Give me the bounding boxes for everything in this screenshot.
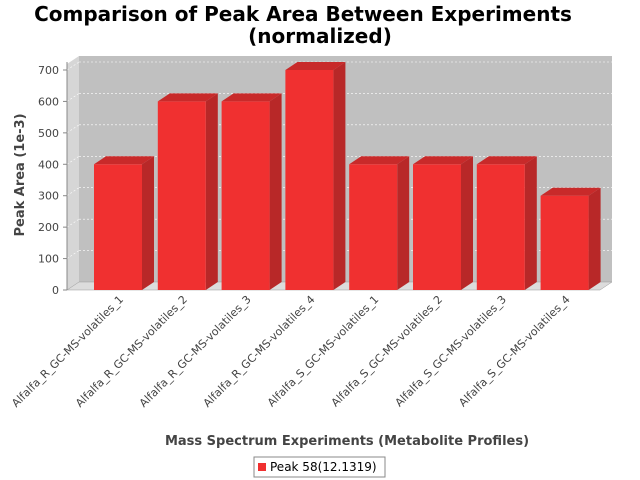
bar (349, 156, 410, 290)
bar (540, 187, 601, 290)
grid-line-wall (66, 187, 80, 196)
bar-front (221, 101, 270, 290)
bar-front (285, 70, 334, 290)
x-tick-label: Alfalfa_R_GC-MS-volatiles_2 (73, 293, 190, 410)
y-tick-label: 0 (52, 284, 59, 297)
bars (94, 62, 601, 290)
grid-line-wall (66, 250, 80, 259)
bar-side (588, 187, 601, 290)
y-tick-label: 200 (38, 221, 59, 234)
x-tick-label: Alfalfa_S_GC-MS-volatiles_3 (393, 293, 509, 409)
plot-left-wall (67, 56, 79, 290)
x-tick-label: Alfalfa_R_GC-MS-volatiles_1 (9, 293, 126, 410)
bar (413, 156, 473, 290)
legend-box (253, 456, 386, 478)
bar-top (94, 156, 154, 165)
bar-front (157, 101, 206, 290)
bar-front (413, 164, 461, 290)
x-tick-labels: Alfalfa_R_GC-MS-volatiles_1Alfalfa_R_GC-… (9, 293, 572, 410)
grid-line-wall (66, 218, 80, 228)
y-tick-label: 600 (38, 95, 59, 108)
bar-side (461, 156, 473, 290)
x-tick-label: Alfalfa_S_GC-MS-volatiles_1 (265, 293, 381, 409)
y-tick-label: 500 (38, 127, 59, 140)
y-tick-label: 300 (38, 190, 59, 203)
bar-top (221, 93, 282, 102)
bar-top (157, 93, 218, 102)
y-tick-label: 100 (38, 253, 59, 266)
chart-title: Comparison of Peak Area Between Experime… (34, 2, 572, 26)
bar-side (142, 156, 154, 290)
legend-swatch (258, 463, 266, 471)
chart-subtitle: (normalized) (248, 24, 392, 48)
bar-side (205, 93, 218, 290)
x-axis-label: Mass Spectrum Experiments (Metabolite Pr… (165, 434, 529, 449)
bar (157, 93, 218, 290)
legend-label: Peak 58(12.1319) (270, 460, 377, 474)
bar-side (269, 93, 282, 290)
bar-top (285, 62, 346, 70)
bar-front (476, 164, 525, 290)
y-tick-label: 400 (38, 158, 59, 171)
grid-line-wall (66, 61, 80, 71)
bar-front (349, 164, 398, 290)
bar-top (476, 156, 537, 165)
bar (285, 62, 346, 290)
bar (94, 156, 154, 290)
bar-front (540, 195, 589, 290)
bar-side (333, 62, 346, 290)
x-tick-label: Alfalfa_S_GC-MS-volatiles_4 (456, 293, 572, 409)
legend: Peak 58(12.1319) (253, 456, 386, 478)
bar-side (397, 156, 410, 290)
bar (476, 156, 537, 290)
grid-line-wall (66, 93, 80, 102)
y-axis-label: Peak Area (1e-3) (13, 113, 28, 236)
grid-line-wall (66, 156, 80, 165)
bar-front (94, 164, 142, 290)
y-axis: 0 100 200 300 400 500 600 700 (38, 62, 68, 297)
x-tick-label: Alfalfa_R_GC-MS-volatiles_3 (137, 293, 254, 410)
bar-top (540, 187, 601, 196)
bar-top (413, 156, 473, 165)
bar-top (349, 156, 410, 165)
bar-side (524, 156, 537, 290)
x-tick-label: Alfalfa_R_GC-MS-volatiles_4 (201, 293, 318, 410)
bar (221, 93, 282, 290)
grid-line-wall (66, 124, 80, 134)
x-tick-label: Alfalfa_S_GC-MS-volatiles_2 (329, 293, 445, 409)
y-tick-label: 700 (38, 64, 59, 77)
